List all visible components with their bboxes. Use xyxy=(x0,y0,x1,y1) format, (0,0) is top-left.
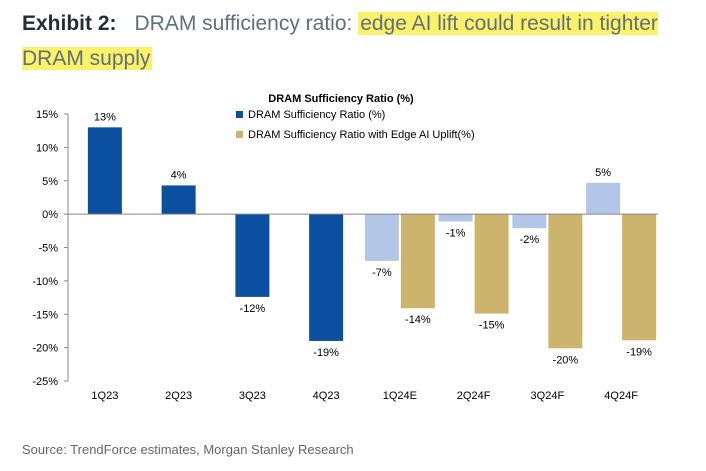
x-tick-label: 3Q24F xyxy=(531,390,565,402)
data-label-edge-ai-3Q24F: -20% xyxy=(553,354,579,366)
legend-label-sufficiency: DRAM Sufficiency Ratio (%) xyxy=(248,109,385,121)
bar-edge-ai-3Q24F xyxy=(548,214,583,349)
data-label-sufficiency-3Q24F: -2% xyxy=(520,234,540,246)
y-tick-label: 0% xyxy=(42,209,58,221)
bar-edge-ai-4Q24F xyxy=(622,214,657,341)
bar-sufficiency-1Q24E xyxy=(364,214,399,261)
y-tick-label: 10% xyxy=(36,142,58,154)
bar-sufficiency-2Q23 xyxy=(161,185,196,215)
data-label-edge-ai-4Q24F: -19% xyxy=(626,346,652,358)
legend-swatch-sufficiency xyxy=(236,111,243,118)
source-note: Source: TrendForce estimates, Morgan Sta… xyxy=(22,442,354,457)
bar-edge-ai-1Q24E xyxy=(400,214,435,309)
exhibit-label: Exhibit 2: xyxy=(22,12,117,35)
data-label-edge-ai-2Q24F: -15% xyxy=(479,320,505,332)
bar-edge-ai-2Q24F xyxy=(474,214,509,314)
data-label-sufficiency-3Q23: -12% xyxy=(240,303,266,315)
x-tick-label: 1Q23 xyxy=(91,390,118,402)
data-label-sufficiency-1Q24E: -7% xyxy=(372,267,392,279)
bar-sufficiency-3Q24F xyxy=(512,214,547,229)
legend-label-edge-ai: DRAM Sufficiency Ratio with Edge AI Upli… xyxy=(248,129,475,141)
data-label-sufficiency-2Q24F: -1% xyxy=(446,227,466,239)
bar-sufficiency-3Q23 xyxy=(235,214,270,297)
legend-swatch-edge-ai xyxy=(236,131,243,138)
bar-sufficiency-4Q24F xyxy=(586,182,621,215)
y-tick-label: -15% xyxy=(32,309,58,321)
y-tick-label: -10% xyxy=(32,276,58,288)
y-tick-label: -5% xyxy=(38,243,58,255)
bar-sufficiency-1Q23 xyxy=(87,127,122,215)
dram-sufficiency-chart: DRAM Sufficiency Ratio (%) 15% 10% 5% 0% -5% -… xyxy=(32,93,658,402)
data-label-sufficiency-2Q23: 4% xyxy=(171,169,187,181)
x-tick-label: 3Q23 xyxy=(239,390,266,402)
x-tick-label: 1Q24E xyxy=(383,390,417,402)
x-tick-label: 2Q24F xyxy=(457,390,491,402)
y-tick-label: 15% xyxy=(36,109,58,121)
bar-sufficiency-2Q24F xyxy=(438,214,473,222)
data-label-sufficiency-4Q23: -19% xyxy=(313,347,339,359)
y-tick-label: -20% xyxy=(32,343,58,355)
y-tick-label: 5% xyxy=(42,176,58,188)
x-tick-label: 4Q23 xyxy=(313,390,340,402)
data-label-sufficiency-1Q23: 13% xyxy=(94,111,116,123)
exhibit-title: DRAM sufficiency ratio: xyxy=(134,12,359,35)
x-tick-label: 2Q23 xyxy=(165,390,192,402)
data-label-sufficiency-4Q24F: 5% xyxy=(595,167,611,179)
y-tick-label: -25% xyxy=(32,376,58,388)
chart-title: DRAM Sufficiency Ratio (%) xyxy=(268,93,414,105)
x-tick-label: 4Q24F xyxy=(604,390,638,402)
bar-sufficiency-4Q23 xyxy=(309,214,344,341)
data-label-edge-ai-1Q24E: -14% xyxy=(405,314,431,326)
exhibit-heading: Exhibit 2: DRAM sufficiency ratio: edge A… xyxy=(22,6,692,76)
